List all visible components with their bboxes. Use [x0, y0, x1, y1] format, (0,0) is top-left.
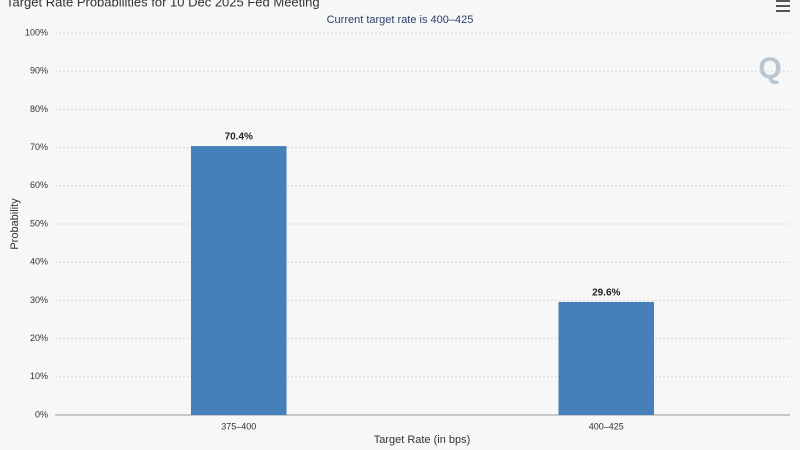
menu-button[interactable] [776, 0, 790, 12]
y-tick-label: 50% [30, 218, 48, 228]
watermark: Q [758, 52, 781, 85]
x-tick-label: 400–425 [589, 421, 624, 431]
menu-bar [776, 5, 790, 7]
bar [190, 146, 287, 415]
y-tick-label: 90% [30, 66, 48, 76]
menu-bar [776, 10, 790, 12]
y-tick-label: 100% [25, 27, 48, 37]
y-tick-label: 10% [30, 371, 48, 381]
y-tick-label: 40% [30, 257, 48, 267]
y-tick-label: 80% [30, 104, 48, 114]
menu-bar [776, 0, 790, 2]
data-label: 70.4% [225, 132, 253, 143]
y-tick-label: 70% [30, 142, 48, 152]
chart-title: Target Rate Probabilities for 10 Dec 202… [6, 0, 320, 9]
y-axis-title: Probability [9, 198, 21, 250]
data-label: 29.6% [592, 288, 620, 299]
y-tick-label: 30% [30, 295, 48, 305]
bar [558, 301, 655, 415]
y-tick-label: 0% [35, 409, 48, 419]
y-tick-label: 20% [30, 333, 48, 343]
x-axis-title: Target Rate (in bps) [374, 434, 471, 446]
chart-subtitle: Current target rate is 400–425 [327, 14, 474, 26]
x-tick-label: 375–400 [221, 421, 256, 431]
y-tick-label: 60% [30, 180, 48, 190]
